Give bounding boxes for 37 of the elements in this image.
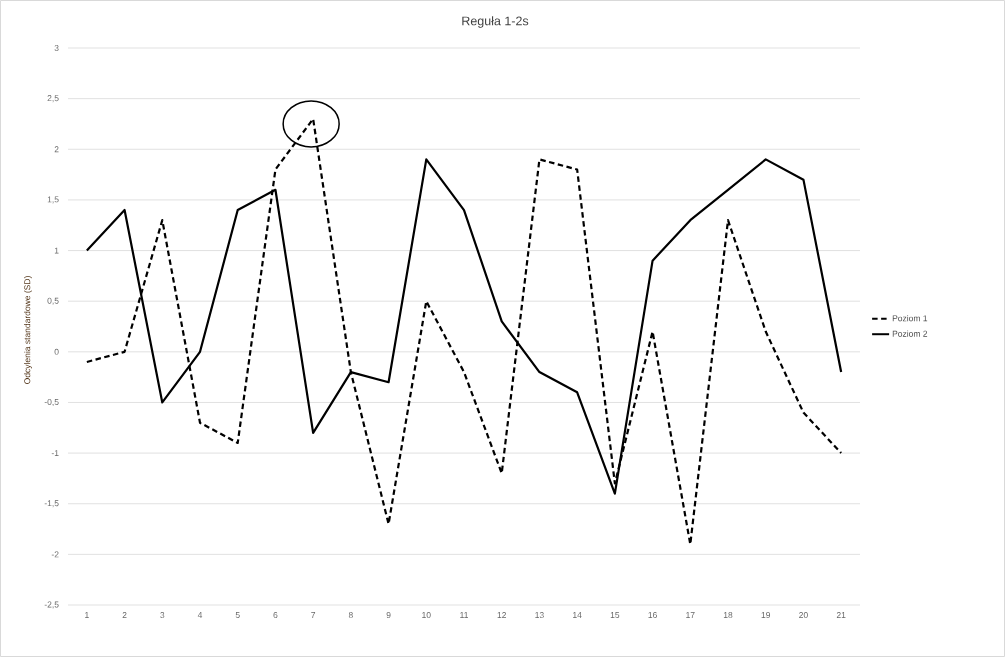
x-tick-label: 4 bbox=[197, 612, 203, 618]
chart-title: Reguła 1-2s bbox=[462, 16, 529, 28]
y-tick-label: 0,5 bbox=[47, 297, 59, 305]
x-tick-label: 14 bbox=[573, 612, 582, 618]
x-tick-label: 6 bbox=[273, 612, 278, 619]
y-tick-label: -1,5 bbox=[44, 500, 59, 508]
y-tick-label: 2,5 bbox=[47, 95, 59, 103]
x-tick-label: 21 bbox=[836, 612, 846, 618]
y-tick-label: -2 bbox=[51, 551, 59, 558]
x-tick-label: 18 bbox=[723, 612, 733, 619]
x-tick-label: 15 bbox=[610, 612, 620, 618]
x-tick-label: 10 bbox=[422, 612, 431, 619]
x-tick-label: 2 bbox=[122, 612, 127, 618]
x-tick-label: 9 bbox=[386, 612, 391, 619]
legend-label: Poziom 1 bbox=[892, 315, 928, 322]
legend-label: Poziom 2 bbox=[892, 330, 928, 337]
y-tick-label: 2 bbox=[54, 146, 59, 153]
x-tick-label: 8 bbox=[348, 612, 353, 619]
x-tick-label: 17 bbox=[686, 612, 695, 618]
x-tick-label: 7 bbox=[311, 612, 316, 618]
x-tick-label: 5 bbox=[235, 612, 240, 618]
x-tick-label: 16 bbox=[648, 612, 657, 619]
x-tick-label: 13 bbox=[535, 612, 544, 619]
y-tick-label: 1 bbox=[54, 247, 59, 254]
y-tick-label: -0,5 bbox=[44, 398, 59, 406]
x-tick-label: 12 bbox=[497, 612, 507, 618]
x-tick-label: 1 bbox=[85, 612, 89, 618]
x-tick-label: 3 bbox=[160, 612, 165, 619]
y-tick-label: -1 bbox=[51, 450, 59, 457]
y-axis-title: Odcylenia standardowe (SD) bbox=[24, 276, 32, 384]
y-tick-label: 1,5 bbox=[47, 196, 59, 204]
x-tick-label: 19 bbox=[761, 612, 771, 619]
y-tick-label: -2,5 bbox=[44, 601, 59, 609]
y-tick-label: 0 bbox=[54, 348, 59, 355]
y-tick-label: 3 bbox=[54, 44, 59, 52]
x-tick-label: 11 bbox=[460, 612, 468, 618]
x-tick-label: 20 bbox=[799, 612, 808, 619]
